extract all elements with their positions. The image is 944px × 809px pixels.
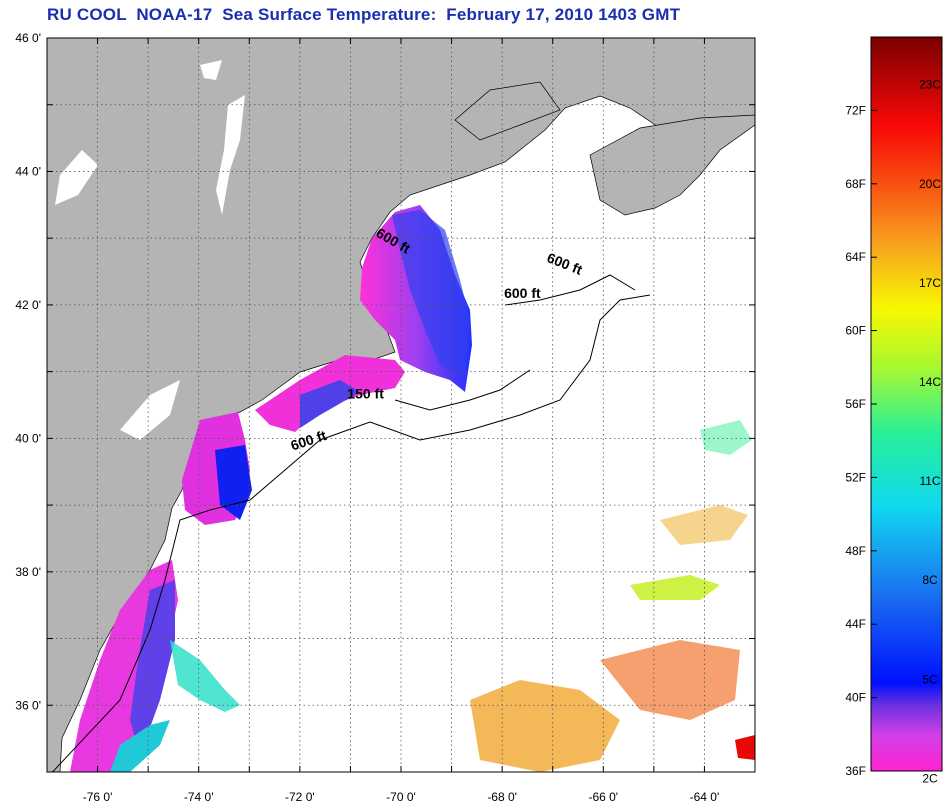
lat-tick-label: 38 0' (15, 565, 41, 579)
colorbar-celsius-labels: 2C 5C 8C 11C 14C 17C 20C 23C (919, 78, 941, 786)
colorbar-f-label: 64F (845, 250, 866, 264)
colorbar-f-label: 60F (845, 324, 866, 338)
sst-data (70, 205, 472, 772)
colorbar-c-label: 17C (919, 276, 941, 290)
lon-tick-label: -74 0' (184, 790, 214, 804)
isobaths (51, 274, 651, 772)
depth-label: 150 ft (347, 385, 384, 401)
lon-tick-label: -64 0' (690, 790, 720, 804)
lat-tick-label: 36 0' (15, 698, 41, 712)
colorbar-c-label: 8C (922, 573, 938, 587)
colorbar-c-label: 23C (919, 78, 941, 92)
lon-tick-label: -72 0' (285, 790, 315, 804)
colorbar-f-label: 68F (845, 177, 866, 191)
axis-ticks (46, 37, 756, 773)
offshore-sst (470, 420, 755, 772)
lon-tick-label: -66 0' (588, 790, 618, 804)
depth-label: 600 ft (504, 285, 541, 301)
map-title: RU COOL NOAA-17 Sea Surface Temperature:… (47, 5, 681, 24)
colorbar-f-label: 40F (845, 691, 866, 705)
colorbar-c-label: 11C (919, 474, 940, 488)
lon-tick-label: -70 0' (386, 790, 416, 804)
colorbar-fahrenheit-labels: 36F 40F 44F 48F 52F 56F 60F 64F 68F 72F (845, 103, 877, 778)
latitude-labels: 46 0' 44 0' 42 0' 40 0' 38 0' 36 0' (15, 31, 41, 712)
colorbar-f-label: 36F (845, 764, 866, 778)
colorbar-f-label: 48F (845, 544, 866, 558)
colorbar (870, 36, 943, 772)
colorbar-c-label: 5C (922, 672, 938, 686)
lon-tick-label: -76 0' (83, 790, 113, 804)
lat-tick-label: 44 0' (15, 164, 41, 178)
colorbar-c-label: 20C (919, 177, 941, 191)
lat-tick-label: 46 0' (15, 31, 41, 45)
graticule (47, 38, 755, 772)
lat-tick-label: 42 0' (15, 298, 41, 312)
colorbar-f-label: 72F (845, 103, 866, 117)
longitude-labels: -76 0' -74 0' -72 0' -70 0' -68 0' -66 0' -64 … (83, 790, 720, 804)
land-areas (47, 38, 755, 772)
lakes (55, 60, 245, 440)
colorbar-f-label: 56F (845, 397, 866, 411)
colorbar-f-label: 44F (845, 617, 866, 631)
lon-tick-label: -68 0' (487, 790, 517, 804)
lat-tick-label: 40 0' (15, 431, 41, 445)
colorbar-c-label: 2C (922, 771, 938, 785)
colorbar-c-label: 14C (919, 375, 941, 389)
colorbar-f-label: 52F (845, 470, 866, 484)
